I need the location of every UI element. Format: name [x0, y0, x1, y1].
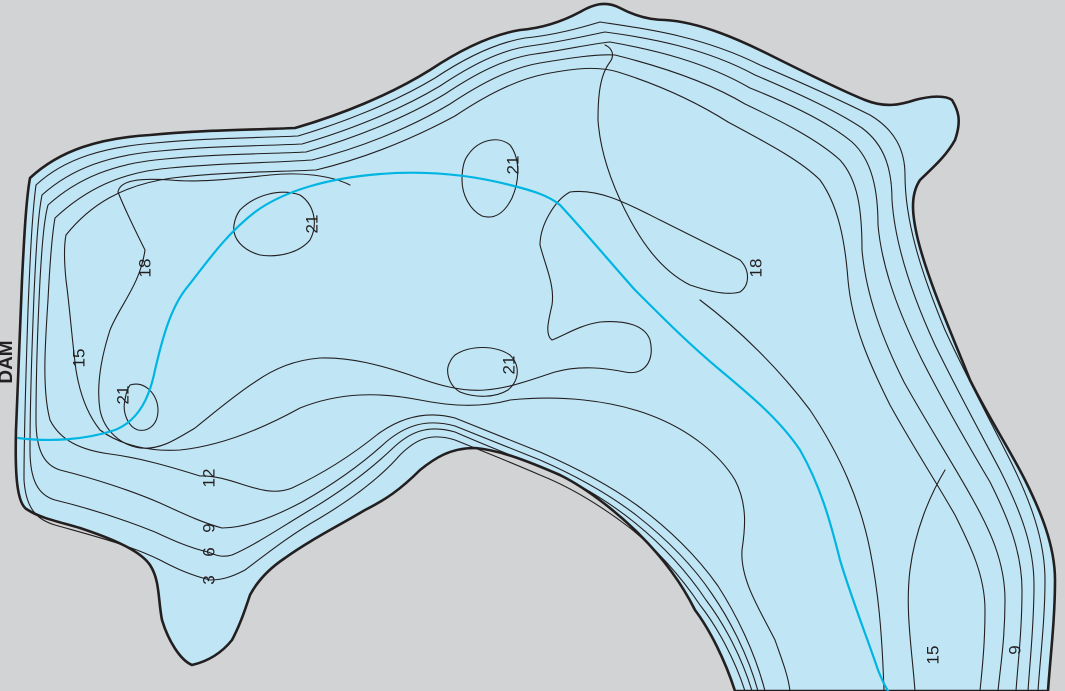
contour-3 — [23, 21, 1046, 691]
contour-21-north-b — [461, 139, 519, 218]
depth-label-3: 3 — [199, 575, 218, 584]
shore-contours — [23, 21, 1046, 691]
contour-21-central — [447, 346, 518, 397]
contour-18-east — [699, 299, 946, 691]
depth-label-9-left: 9 — [199, 523, 218, 532]
contour-21-west — [123, 383, 159, 431]
depth-label-21-north-a: 21 — [302, 215, 321, 234]
river-channel-line — [16, 171, 890, 691]
contour-6 — [29, 31, 1035, 691]
contour-12 — [44, 54, 1006, 691]
depth-label-21-north-b: 21 — [503, 156, 522, 175]
contour-9 — [35, 41, 1023, 691]
lake-shoreline — [14, 2, 1057, 691]
depth-label-21-central: 21 — [499, 356, 518, 375]
contour-15-west — [63, 67, 986, 691]
depth-label-9-bottom: 9 — [1005, 645, 1024, 654]
dam-label: DAM — [0, 340, 17, 383]
depth-label-15-bottom: 15 — [923, 646, 942, 665]
contour-18-west — [98, 44, 749, 449]
depth-label-18-left: 18 — [135, 259, 154, 278]
depth-label-15-left: 15 — [69, 349, 88, 368]
depth-label-18-right: 18 — [746, 259, 765, 278]
depth-label-21-west: 21 — [113, 386, 132, 405]
depth-label-12: 12 — [199, 469, 218, 488]
depth-labels: 3 6 9 12 15 18 21 21 21 21 18 15 9 — [69, 156, 1024, 665]
depth-label-6: 6 — [199, 547, 218, 556]
